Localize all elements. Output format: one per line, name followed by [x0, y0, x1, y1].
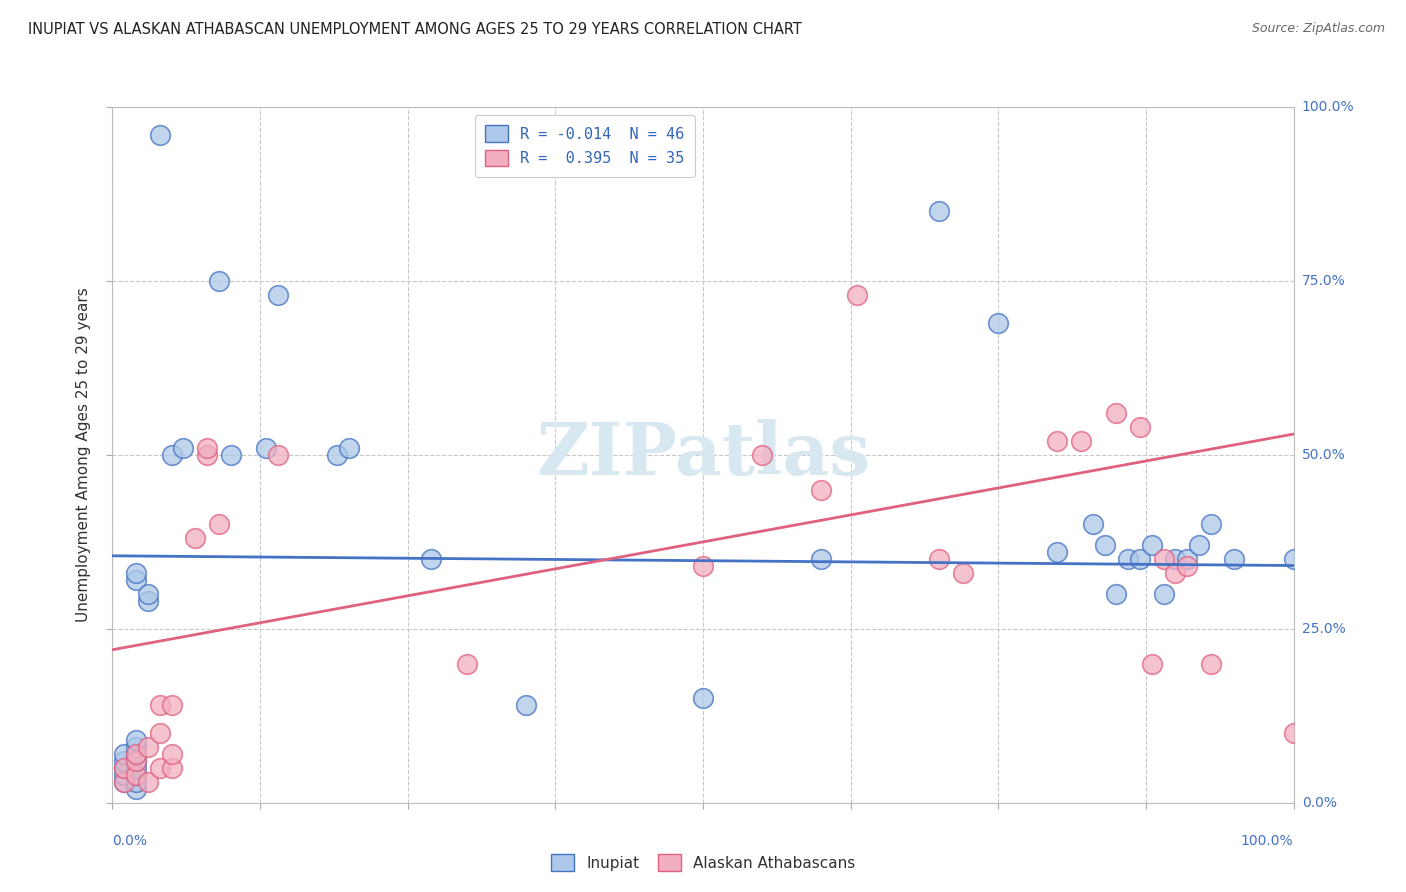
Point	[125, 754, 148, 768]
Legend: Inupiat, Alaskan Athabascans: Inupiat, Alaskan Athabascans	[543, 847, 863, 879]
Point	[1140, 538, 1163, 552]
Point	[136, 740, 159, 755]
Point	[125, 566, 148, 581]
Point	[810, 552, 832, 566]
Text: 0.0%: 0.0%	[1302, 796, 1337, 810]
Point	[172, 441, 194, 455]
Point	[112, 754, 135, 768]
Point	[125, 747, 148, 761]
Text: 75.0%: 75.0%	[1302, 274, 1346, 288]
Point	[1164, 566, 1187, 581]
Text: INUPIAT VS ALASKAN ATHABASCAN UNEMPLOYMENT AMONG AGES 25 TO 29 YEARS CORRELATION: INUPIAT VS ALASKAN ATHABASCAN UNEMPLOYME…	[28, 22, 801, 37]
Point	[1223, 552, 1246, 566]
Text: 50.0%: 50.0%	[1302, 448, 1346, 462]
Point	[149, 128, 172, 142]
Point	[136, 775, 159, 789]
Point	[1153, 587, 1175, 601]
Text: 100.0%: 100.0%	[1302, 100, 1354, 114]
Point	[1175, 552, 1198, 566]
Point	[112, 775, 135, 789]
Point	[112, 775, 135, 789]
Point	[195, 441, 218, 455]
Point	[160, 761, 183, 775]
Point	[125, 754, 148, 768]
Point	[987, 316, 1010, 330]
Point	[692, 691, 714, 706]
Point	[125, 768, 148, 782]
Point	[1046, 434, 1069, 448]
Point	[208, 517, 231, 532]
Point	[1153, 552, 1175, 566]
Point	[456, 657, 478, 671]
Point	[125, 733, 148, 747]
Point	[136, 587, 159, 601]
Point	[125, 768, 148, 782]
Text: ZIPatlas: ZIPatlas	[536, 419, 870, 491]
Text: Source: ZipAtlas.com: Source: ZipAtlas.com	[1251, 22, 1385, 36]
Point	[149, 698, 172, 713]
Point	[219, 448, 242, 462]
Point	[1282, 552, 1305, 566]
Point	[810, 483, 832, 497]
Point	[125, 740, 148, 755]
Point	[149, 726, 172, 740]
Point	[136, 594, 159, 608]
Point	[1164, 552, 1187, 566]
Point	[125, 747, 148, 761]
Point	[160, 698, 183, 713]
Point	[845, 288, 868, 302]
Point	[195, 448, 218, 462]
Point	[125, 761, 148, 775]
Point	[112, 768, 135, 782]
Text: 100.0%: 100.0%	[1241, 834, 1294, 848]
Point	[952, 566, 974, 581]
Point	[125, 781, 148, 796]
Y-axis label: Unemployment Among Ages 25 to 29 years: Unemployment Among Ages 25 to 29 years	[76, 287, 91, 623]
Point	[337, 441, 360, 455]
Point	[267, 288, 290, 302]
Text: 25.0%: 25.0%	[1302, 622, 1346, 636]
Point	[1199, 657, 1222, 671]
Point	[1046, 545, 1069, 559]
Point	[1175, 559, 1198, 574]
Point	[928, 204, 950, 219]
Point	[326, 448, 349, 462]
Point	[149, 761, 172, 775]
Point	[125, 775, 148, 789]
Point	[692, 559, 714, 574]
Point	[160, 448, 183, 462]
Point	[515, 698, 537, 713]
Point	[125, 573, 148, 587]
Point	[267, 448, 290, 462]
Point	[208, 274, 231, 288]
Point	[160, 747, 183, 761]
Point	[112, 761, 135, 775]
Point	[1105, 406, 1128, 420]
Point	[1188, 538, 1211, 552]
Text: 0.0%: 0.0%	[112, 834, 148, 848]
Point	[1199, 517, 1222, 532]
Point	[1129, 552, 1152, 566]
Point	[751, 448, 773, 462]
Point	[1081, 517, 1104, 532]
Point	[254, 441, 277, 455]
Point	[1116, 552, 1139, 566]
Point	[112, 761, 135, 775]
Point	[1140, 657, 1163, 671]
Point	[112, 747, 135, 761]
Point	[1070, 434, 1092, 448]
Point	[1094, 538, 1116, 552]
Point	[928, 552, 950, 566]
Point	[1105, 587, 1128, 601]
Point	[420, 552, 443, 566]
Point	[184, 532, 207, 546]
Point	[1282, 726, 1305, 740]
Point	[1129, 420, 1152, 434]
